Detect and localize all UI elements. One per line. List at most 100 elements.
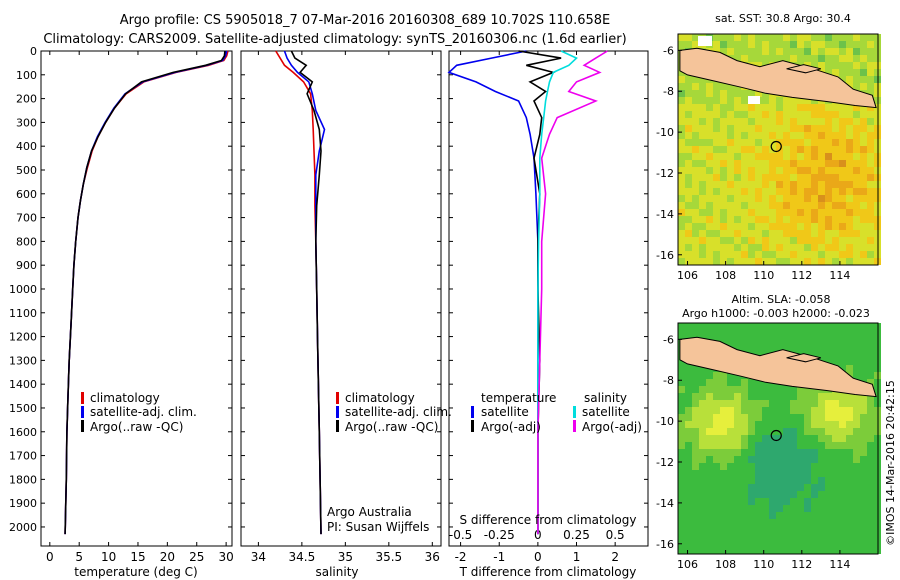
field-cell <box>699 153 706 160</box>
legend-swatch-argo <box>336 420 339 432</box>
field-cell <box>734 97 741 104</box>
field-cell <box>769 344 776 351</box>
field-cell <box>748 400 755 407</box>
field-cell <box>741 237 748 244</box>
field-cell <box>762 251 769 258</box>
field-cell <box>692 533 699 540</box>
field-cell <box>860 463 867 470</box>
field-cell <box>783 209 790 216</box>
field-cell <box>678 195 685 202</box>
field-cell <box>692 456 699 463</box>
field-cell <box>776 244 783 251</box>
field-cell <box>678 153 685 160</box>
field-cell <box>769 48 776 55</box>
field-cell <box>839 237 846 244</box>
field-cell <box>692 167 699 174</box>
field-cell <box>692 223 699 230</box>
field-cell <box>769 442 776 449</box>
field-cell <box>713 414 720 421</box>
field-cell <box>818 498 825 505</box>
field-cell <box>846 442 853 449</box>
field-cell <box>713 160 720 167</box>
field-cell <box>713 153 720 160</box>
field-cell <box>713 547 720 554</box>
y-tick-label: 600 <box>16 188 37 201</box>
field-cell <box>755 547 762 554</box>
field-cell <box>685 188 692 195</box>
field-cell <box>762 526 769 533</box>
field-cell <box>692 111 699 118</box>
field-cell <box>699 463 706 470</box>
field-cell <box>734 414 741 421</box>
field-cell <box>825 330 832 337</box>
field-cell <box>755 491 762 498</box>
field-cell <box>867 237 874 244</box>
field-cell <box>839 111 846 118</box>
legend-title-temperature: temperature <box>481 391 556 405</box>
field-cell <box>706 216 713 223</box>
field-cell <box>734 491 741 498</box>
field-cell <box>727 188 734 195</box>
field-cell <box>867 456 874 463</box>
field-cell <box>818 209 825 216</box>
field-cell <box>867 414 874 421</box>
sla-map-area: 106 108 110 112 114-6-8-10-12-14-16 <box>656 322 881 571</box>
x-tick-label: 25 <box>189 550 204 564</box>
field-cell <box>790 139 797 146</box>
field-cell <box>741 379 748 386</box>
field-cell <box>769 449 776 456</box>
field-cell <box>720 519 727 526</box>
field-cell <box>839 442 846 449</box>
field-cell <box>762 146 769 153</box>
field-cell <box>846 393 853 400</box>
salinity-panel: 34 34.5 35 35.5 36 salinity climatology sate… <box>240 50 452 579</box>
field-cell <box>748 442 755 449</box>
field-cell <box>825 323 832 330</box>
map-x-tick-label: 108 <box>715 558 736 571</box>
field-cell <box>790 470 797 477</box>
field-cell <box>678 146 685 153</box>
field-cell <box>846 414 853 421</box>
field-cell <box>706 400 713 407</box>
field-cell <box>846 118 853 125</box>
field-cell <box>853 505 860 512</box>
field-cell <box>720 484 727 491</box>
field-cell <box>846 358 853 365</box>
field-cell <box>713 533 720 540</box>
field-cell <box>839 181 846 188</box>
field-cell <box>706 386 713 393</box>
field-cell <box>797 337 804 344</box>
field-cell <box>811 526 818 533</box>
field-cell <box>797 118 804 125</box>
field-cell <box>839 153 846 160</box>
field-cell <box>762 195 769 202</box>
field-cell <box>734 132 741 139</box>
field-cell <box>846 337 853 344</box>
field-cell <box>818 132 825 139</box>
sla-field <box>678 323 881 554</box>
field-cell <box>727 41 734 48</box>
field-cell <box>860 139 867 146</box>
field-cell <box>769 498 776 505</box>
field-cell <box>811 34 818 41</box>
field-cell <box>734 498 741 505</box>
field-cell <box>853 62 860 69</box>
field-cell <box>832 188 839 195</box>
y-tick-label: 0 <box>30 45 37 58</box>
field-cell <box>769 181 776 188</box>
field-cell <box>741 393 748 400</box>
field-cell <box>748 118 755 125</box>
field-cell <box>867 216 874 223</box>
field-cell <box>685 132 692 139</box>
field-cell <box>797 442 804 449</box>
field-cell <box>860 62 867 69</box>
field-cell <box>727 477 734 484</box>
field-cell <box>762 202 769 209</box>
field-cell <box>713 407 720 414</box>
field-cell <box>678 188 685 195</box>
map-x-tick-label: 110 <box>753 269 774 282</box>
field-cell <box>762 540 769 547</box>
field-cell <box>804 209 811 216</box>
field-cell <box>720 449 727 456</box>
field-cell <box>846 181 853 188</box>
